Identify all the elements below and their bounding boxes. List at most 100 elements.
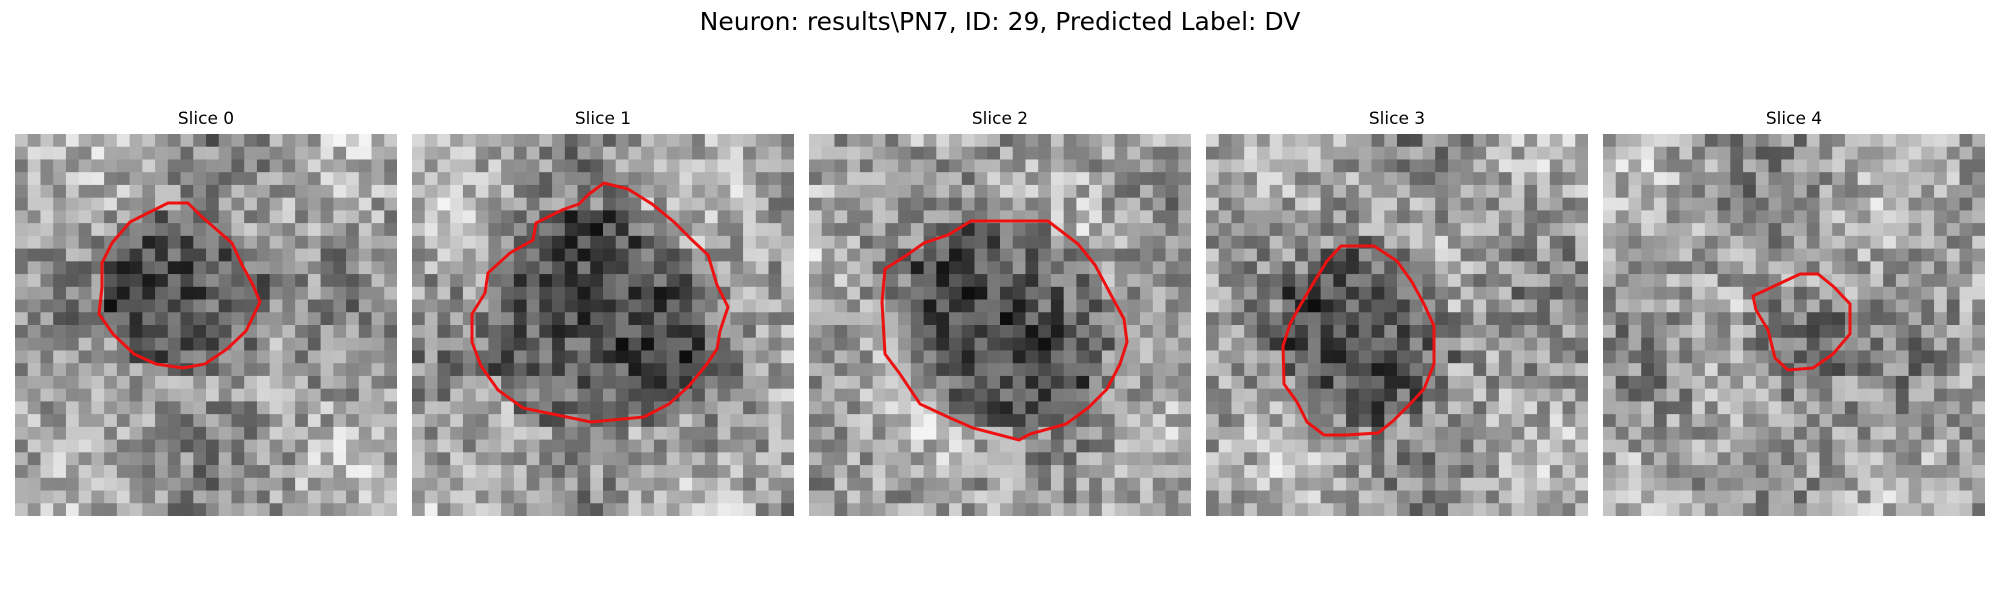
pixel-block (615, 299, 629, 313)
pixel-block (295, 452, 309, 466)
pixel-block (809, 490, 823, 504)
pixel-block (910, 465, 924, 479)
pixel-block (1435, 414, 1449, 428)
pixel-block (1127, 248, 1141, 262)
pixel-block (78, 465, 92, 479)
pixel-block (628, 146, 642, 160)
pixel-block (1511, 299, 1525, 313)
pixel-block (1295, 426, 1309, 440)
pixel-block (692, 299, 706, 313)
pixel-block (1358, 159, 1372, 173)
pixel-block (564, 375, 578, 390)
pixel-block (590, 146, 604, 160)
pixel-block (307, 490, 321, 504)
pixel-block (320, 299, 334, 313)
pixel-block (1012, 388, 1026, 402)
pixel-block (333, 261, 347, 275)
pixel-block (1422, 261, 1436, 275)
pixel-block (1972, 465, 1985, 479)
pixel-block (1524, 477, 1538, 491)
pixel-block (155, 223, 169, 237)
pixel-block (526, 388, 540, 402)
pixel-block (1549, 134, 1563, 148)
pixel-block (961, 235, 975, 249)
pixel-block (809, 134, 823, 148)
pixel-block (475, 172, 489, 186)
pixel-block (923, 134, 937, 148)
pixel-block (206, 375, 220, 390)
pixel-block (1562, 312, 1576, 326)
pixel-block (834, 401, 848, 415)
pixel-block (1231, 477, 1245, 491)
pixel-block (1358, 172, 1372, 186)
pixel-block (27, 414, 41, 428)
pixel-block (961, 159, 975, 173)
pixel-block (768, 350, 782, 364)
pixel-block (1870, 134, 1884, 148)
pixel-block (704, 401, 718, 415)
pixel-block (961, 261, 975, 275)
pixel-block (590, 439, 604, 453)
pixel-block (40, 325, 54, 339)
pixel-block (142, 325, 156, 339)
pixel-block (488, 223, 502, 237)
pixel-block (218, 401, 232, 415)
pixel-block (346, 414, 360, 428)
pixel-block (821, 248, 835, 262)
pixel-block (590, 490, 604, 504)
pixel-block (1653, 452, 1668, 466)
pixel-block (116, 134, 130, 148)
pixel-block (371, 299, 385, 313)
pixel-block (501, 286, 515, 300)
pixel-block (1435, 299, 1449, 313)
pixel-block (1473, 159, 1487, 173)
pixel-block (1358, 337, 1372, 351)
pixel-block (1486, 172, 1500, 186)
pixel-block (358, 172, 372, 186)
pixel-block (666, 184, 680, 199)
pixel-block (1666, 172, 1680, 186)
pixel-block (1883, 134, 1897, 148)
pixel-block (1679, 172, 1693, 186)
pixel-block (1076, 197, 1090, 211)
pixel-block (1768, 477, 1782, 491)
pixel-block (53, 172, 67, 186)
pixel-block (104, 401, 118, 415)
pixel-block (1089, 490, 1103, 504)
pixel-block (653, 274, 668, 288)
pixel-block (1575, 452, 1588, 466)
pixel-block (666, 274, 680, 288)
pixel-block (1358, 223, 1372, 237)
pixel-block (1486, 134, 1500, 148)
pixel-block (1050, 363, 1065, 377)
pixel-block (1628, 286, 1642, 300)
pixel-block (1384, 388, 1398, 402)
pixel-block (282, 274, 296, 288)
pixel-block (384, 503, 397, 516)
pixel-block (1972, 210, 1985, 224)
pixel-block (577, 388, 591, 402)
pixel-block (193, 197, 207, 211)
pixel-block (1908, 401, 1922, 415)
pixel-block (1346, 452, 1360, 466)
pixel-block (1755, 210, 1769, 224)
pixel-block (1409, 261, 1423, 275)
pixel-block (206, 490, 220, 504)
pixel-block (488, 477, 502, 491)
pixel-block (15, 261, 29, 275)
pixel-block (1641, 146, 1655, 160)
pixel-block (358, 210, 372, 224)
pixel-block (1127, 223, 1141, 237)
pixel-block (104, 312, 118, 326)
pixel-block (679, 274, 693, 288)
pixel-block (1140, 325, 1154, 339)
pixel-block (768, 490, 782, 504)
pixel-block (1409, 465, 1423, 479)
pixel-block (1460, 426, 1474, 440)
pixel-block (1152, 248, 1166, 262)
pixel-block (809, 172, 823, 186)
pixel-block (1409, 210, 1423, 224)
pixel-block (1806, 465, 1820, 479)
pixel-block (1231, 490, 1245, 504)
pixel-block (1140, 210, 1154, 224)
